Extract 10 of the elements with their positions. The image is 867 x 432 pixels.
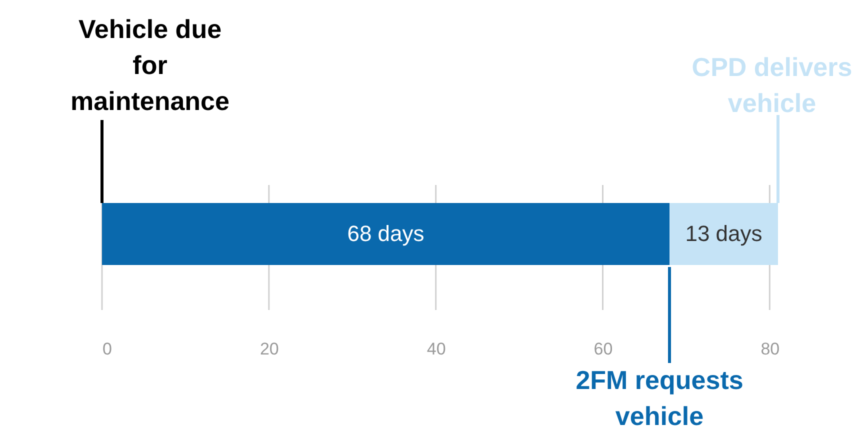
x-tick-label: 40 bbox=[426, 340, 446, 358]
x-tick-label: 60 bbox=[594, 340, 613, 358]
data-label: 13 days bbox=[685, 221, 762, 246]
text: 2FM requests vehicle bbox=[576, 365, 744, 431]
text: CPD delivers vehicle bbox=[692, 52, 852, 118]
x-tick-label: 0 bbox=[102, 340, 112, 358]
x-tick-label: 80 bbox=[760, 340, 780, 358]
x-tick-label: 20 bbox=[260, 340, 279, 358]
data-label: 68 days bbox=[347, 221, 424, 246]
text: Vehicle due for maintenance bbox=[70, 14, 230, 116]
